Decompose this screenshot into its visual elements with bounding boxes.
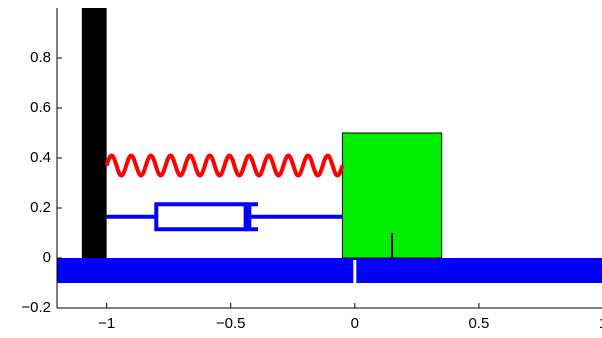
spring bbox=[104, 153, 345, 178]
wall bbox=[81, 8, 107, 258]
y-tick-label: 0.4 bbox=[30, 149, 51, 166]
x-tick-label: −1 bbox=[98, 315, 115, 332]
y-tick-label: 0 bbox=[43, 249, 51, 266]
x-tick-label: 0.5 bbox=[468, 315, 489, 332]
ground bbox=[57, 258, 602, 283]
ground-marker bbox=[353, 260, 357, 283]
y-tick-label: 0.8 bbox=[30, 49, 51, 66]
x-tick-label: −0.5 bbox=[216, 315, 246, 332]
y-tick-label: −0.2 bbox=[21, 299, 51, 316]
damper-cylinder bbox=[154, 202, 248, 232]
y-tick-label: 0.2 bbox=[30, 199, 51, 216]
x-tick-label: 0 bbox=[351, 315, 359, 332]
y-tick-label: 0.6 bbox=[30, 99, 51, 116]
x-tick-label: 1 bbox=[599, 315, 602, 332]
